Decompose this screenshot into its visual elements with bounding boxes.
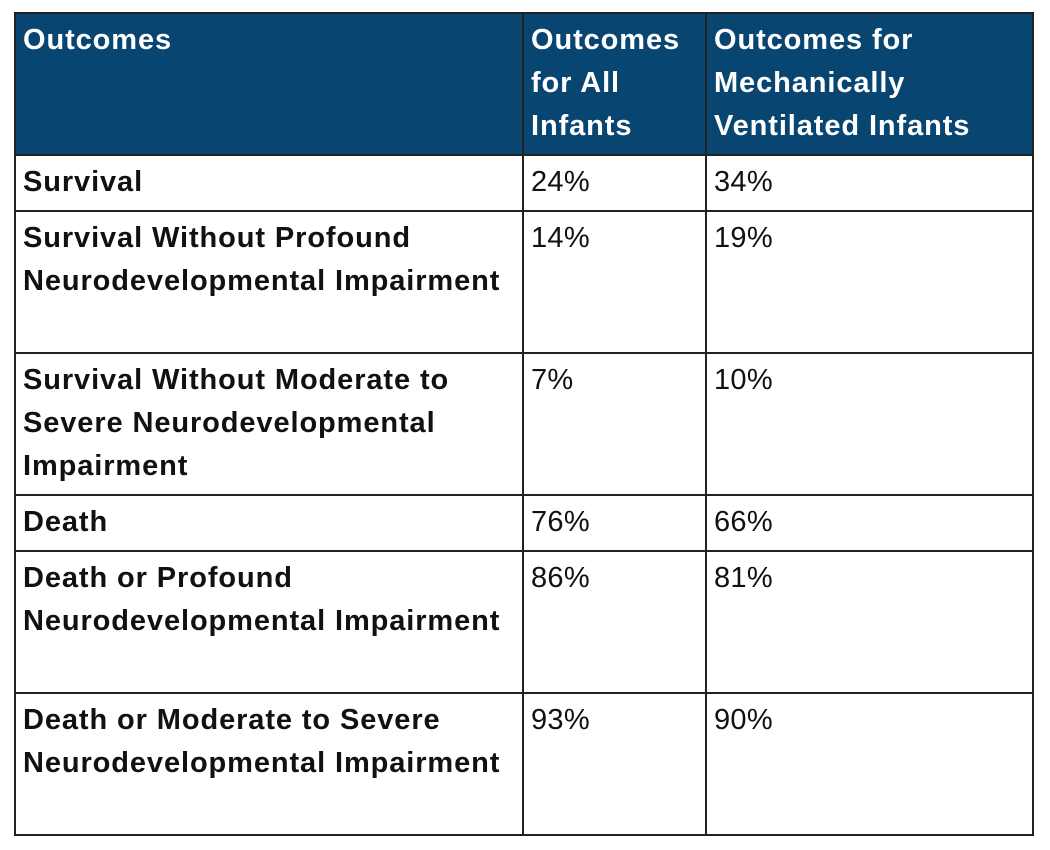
table-row: Survival Without Moderate to Severe Neur… (14, 352, 1034, 496)
outcome-value: 81% (705, 550, 1034, 694)
outcome-label: Death or Profound Neurodevelopmental Imp… (14, 550, 524, 694)
header-cell: Outcomes (14, 12, 524, 156)
outcome-value: 10% (705, 352, 1034, 496)
outcome-value: 93% (522, 692, 707, 836)
header-row: Outcomes Outcomes for All Infants Outcom… (14, 12, 1034, 156)
outcome-value: 90% (705, 692, 1034, 836)
outcome-label: Survival (14, 154, 524, 212)
outcome-value: 66% (705, 494, 1034, 552)
table-row: Death or Profound Neurodevelopmental Imp… (14, 550, 1034, 694)
outcome-label: Death or Moderate to Severe Neurodevelop… (14, 692, 524, 836)
table-row: Survival 24% 34% (14, 154, 1034, 212)
table-row: Death 76% 66% (14, 494, 1034, 552)
header-cell: Outcomes for Mechanically Ventilated Inf… (705, 12, 1034, 156)
outcome-value: 34% (705, 154, 1034, 212)
table-row: Survival Without Profound Neurodevelopme… (14, 210, 1034, 354)
table-row: Death or Moderate to Severe Neurodevelop… (14, 692, 1034, 836)
outcome-value: 86% (522, 550, 707, 694)
header-cell: Outcomes for All Infants (522, 12, 707, 156)
outcome-value: 7% (522, 352, 707, 496)
outcomes-table: Outcomes Outcomes for All Infants Outcom… (14, 12, 1034, 836)
outcome-label: Survival Without Profound Neurodevelopme… (14, 210, 524, 354)
outcome-value: 76% (522, 494, 707, 552)
outcome-label: Death (14, 494, 524, 552)
outcome-value: 14% (522, 210, 707, 354)
outcome-value: 24% (522, 154, 707, 212)
table-body: Survival 24% 34% Survival Without Profound … (14, 154, 1034, 836)
outcome-value: 19% (705, 210, 1034, 354)
outcome-label: Survival Without Moderate to Severe Neur… (14, 352, 524, 496)
table-header: Outcomes Outcomes for All Infants Outcom… (14, 12, 1034, 156)
